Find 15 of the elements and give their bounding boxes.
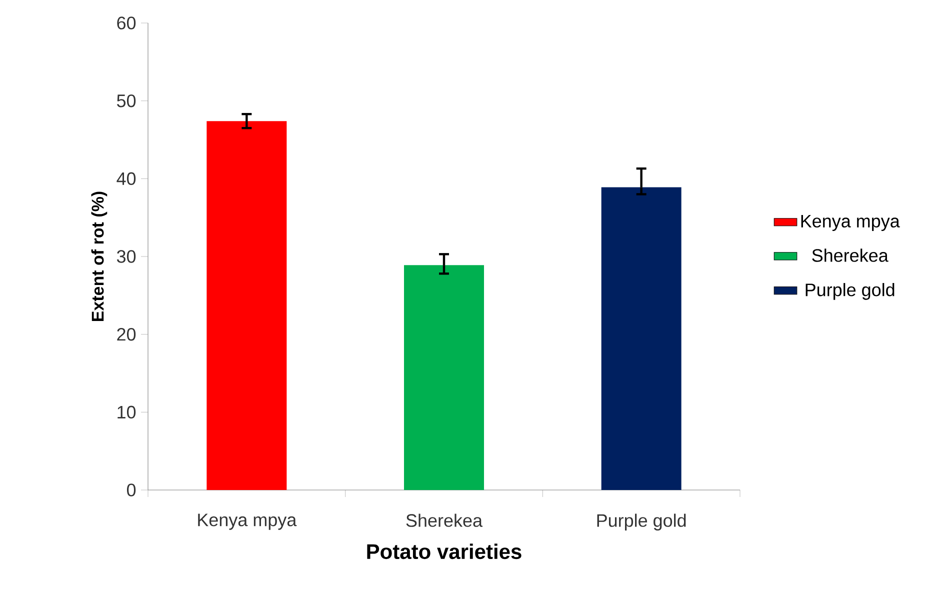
legend-label: Purple gold — [806, 283, 894, 300]
y-axis-title: Extent of rot (%) — [91, 192, 108, 322]
y-tick-label: 30 — [116, 250, 136, 263]
x-tick-label: Kenya mpya — [198, 514, 297, 530]
y-tick-label: 50 — [116, 94, 136, 108]
legend-label: Sherekea — [812, 248, 888, 262]
legend-label: Kenya mpya — [801, 214, 900, 232]
x-tick-label: Purple gold — [597, 514, 686, 530]
y-tick-label: 0 — [126, 484, 136, 496]
y-tick-label: 20 — [117, 328, 136, 341]
y-tick-label: 60 — [117, 16, 136, 30]
x-tick-label: Sherekea — [406, 514, 483, 527]
y-tick-label: 40 — [116, 172, 136, 186]
x-axis-title: Potato varieties — [367, 544, 522, 560]
y-tick-label: 10 — [118, 406, 136, 419]
